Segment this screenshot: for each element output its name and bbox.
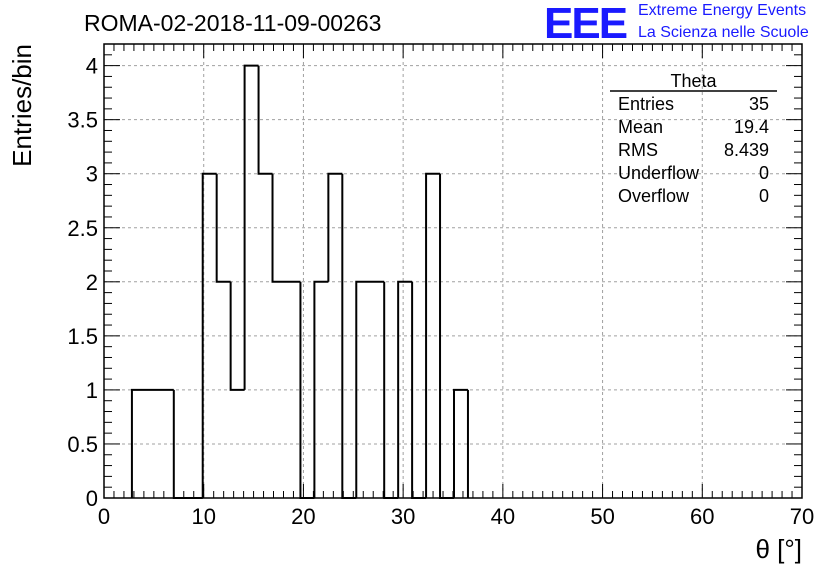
- logo-line-1: Extreme Energy Events: [638, 2, 807, 19]
- y-tick-label: 1: [86, 378, 98, 403]
- y-tick-label: 2: [86, 270, 98, 295]
- y-tick-label: 2.5: [67, 216, 98, 241]
- histogram-bin: [130, 388, 174, 498]
- y-tick-label: 4: [86, 54, 98, 79]
- x-tick-label: 30: [391, 504, 415, 529]
- stats-title: Theta: [670, 71, 717, 91]
- histogram-bin: [425, 172, 441, 498]
- histogram-bin: [397, 280, 413, 498]
- stats-value: 0: [759, 186, 769, 206]
- x-tick-label: 70: [790, 504, 814, 529]
- histogram-bin: [452, 388, 468, 498]
- y-tick-label: 1.5: [67, 324, 98, 349]
- histogram-bin: [327, 172, 343, 282]
- histogram-bin: [215, 173, 231, 283]
- y-tick-label: 3: [86, 162, 98, 187]
- stats-value: 8.439: [724, 140, 769, 160]
- axis-ticks: [103, 43, 803, 499]
- histogram-bin: [271, 173, 301, 283]
- stats-value: 19.4: [734, 117, 769, 137]
- histogram-bin: [229, 281, 245, 391]
- x-tick-label: 20: [291, 504, 315, 529]
- x-axis-label: θ [°]: [755, 534, 802, 564]
- stats-label: Mean: [618, 117, 663, 137]
- stats-label: Overflow: [618, 186, 690, 206]
- x-tick-label: 0: [98, 504, 110, 529]
- stats-label: RMS: [618, 140, 658, 160]
- eee-logo-mark: EEE: [544, 0, 628, 48]
- histogram-bin: [313, 280, 329, 498]
- y-tick-label: 0.5: [67, 432, 98, 457]
- x-tick-label: 50: [590, 504, 614, 529]
- x-tick-label: 40: [491, 504, 515, 529]
- stats-value: 35: [749, 94, 769, 114]
- histogram-bins: [130, 64, 469, 499]
- histogram-bin: [257, 65, 273, 175]
- y-axis-label: Entries/bin: [7, 44, 37, 167]
- histogram-bin: [201, 172, 217, 498]
- stats-value: 0: [759, 163, 769, 183]
- stats-label: Underflow: [618, 163, 700, 183]
- stats-box: Theta Entries 35 Mean 19.4 RMS 8.439 Underflow 0…: [610, 71, 777, 206]
- chart-title: ROMA-02-2018-11-09-00263: [84, 10, 382, 36]
- x-tick-label: 60: [690, 504, 714, 529]
- histogram-bin: [355, 280, 385, 498]
- x-tick-label: 10: [191, 504, 215, 529]
- histogram-bin: [243, 64, 259, 390]
- y-tick-label: 0: [86, 486, 98, 511]
- stats-label: Entries: [618, 94, 674, 114]
- logo-line-2: La Scienza nelle Scuole: [638, 24, 809, 41]
- axis-tick-labels: 0 10 20 30 40 50 60 70 0 0.5 1 1.5 2 2.5 3 3.5 4: [67, 54, 814, 529]
- y-tick-label: 3.5: [67, 108, 98, 133]
